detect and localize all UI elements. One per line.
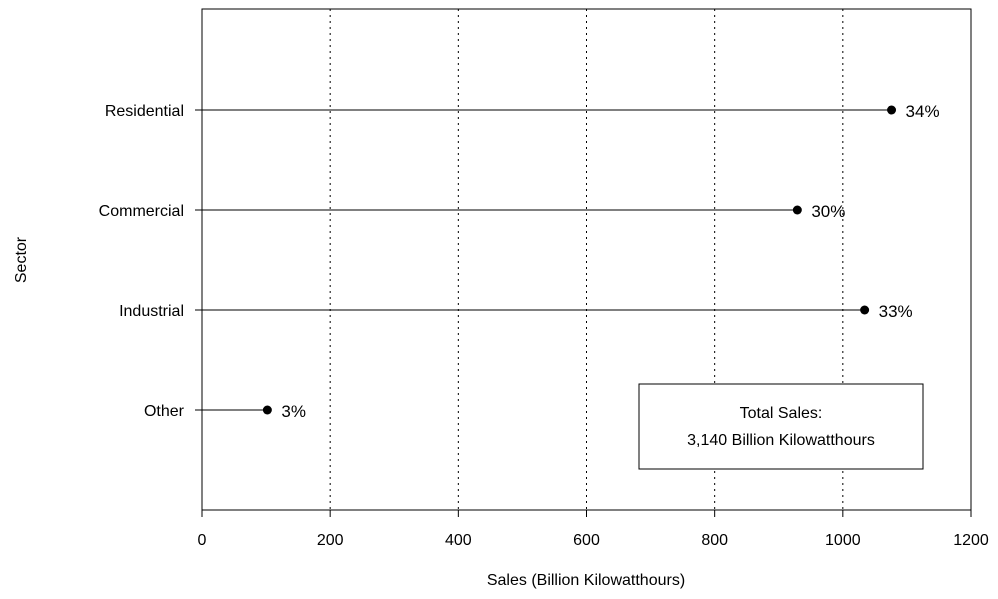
data-label: 30% xyxy=(811,202,845,221)
x-tick-label: 1000 xyxy=(825,532,861,549)
annotation-box: Total Sales: 3,140 Billion Kilowatthours xyxy=(638,383,924,470)
lollipop-point xyxy=(887,105,897,115)
category-label: Industrial xyxy=(119,303,184,320)
annotation-line-2: 3,140 Billion Kilowatthours xyxy=(687,432,875,449)
x-tick-label: 0 xyxy=(198,532,207,549)
x-tick-label: 200 xyxy=(317,532,344,549)
x-tick-label: 800 xyxy=(701,532,728,549)
data-label: 34% xyxy=(906,102,940,121)
annotation-frame xyxy=(638,383,924,470)
series: 34% 30% 33% 3% xyxy=(202,102,940,421)
y-axis-title: Sector xyxy=(13,236,30,283)
data-label: 3% xyxy=(281,402,306,421)
category-label: Residential xyxy=(105,103,184,120)
x-tick-label: 600 xyxy=(573,532,600,549)
x-tick-label: 400 xyxy=(445,532,472,549)
data-label: 33% xyxy=(879,302,913,321)
x-tick-label: 1200 xyxy=(953,532,989,549)
y-axis: Residential Commercial Industrial Other xyxy=(99,103,202,420)
category-label: Other xyxy=(144,403,185,420)
annotation-line-1: Total Sales: xyxy=(740,405,823,422)
lollipop-point xyxy=(262,405,272,415)
x-axis: 0 200 400 600 800 1000 1200 xyxy=(198,510,989,549)
lollipop-point xyxy=(792,205,802,215)
lollipop-point xyxy=(860,305,870,315)
x-axis-title: Sales (Billion Kilowatthours) xyxy=(487,572,685,589)
category-label: Commercial xyxy=(99,203,184,220)
